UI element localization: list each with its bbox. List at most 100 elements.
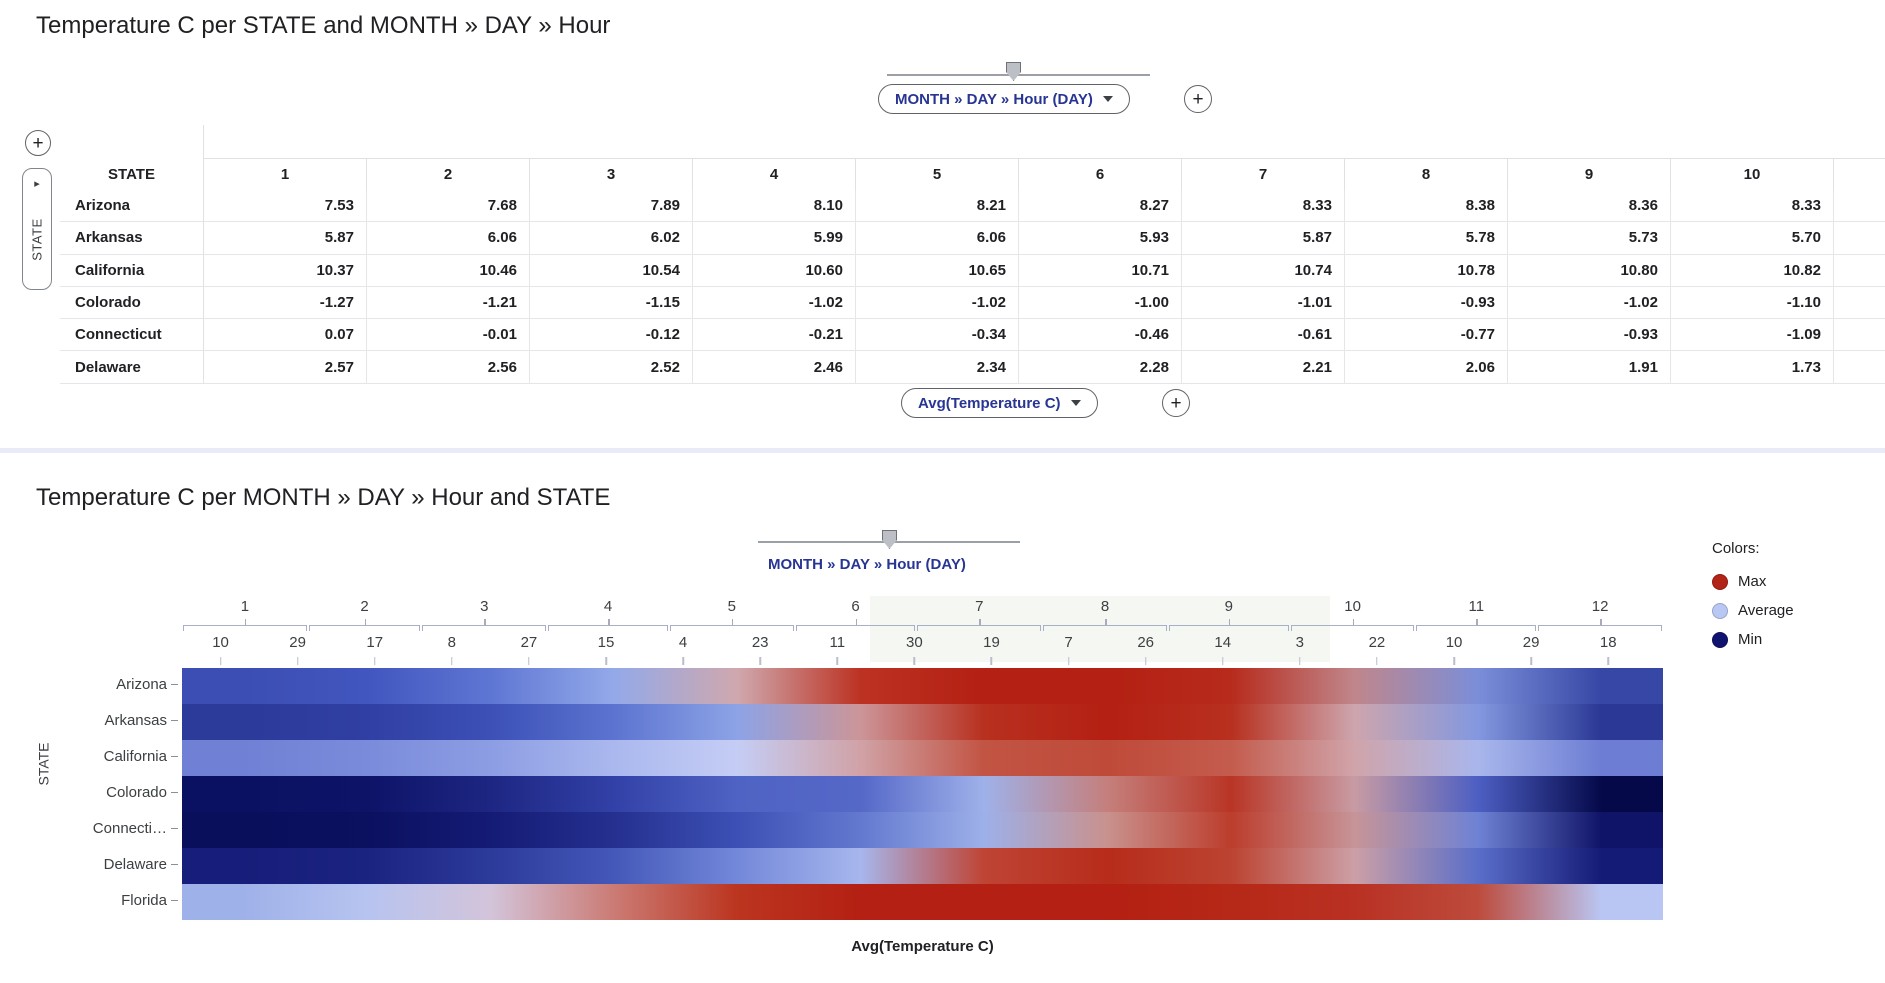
table-cell[interactable]: 10.82 xyxy=(1670,254,1833,286)
table-cell[interactable]: -1.09 xyxy=(1670,319,1833,351)
table-cell[interactable]: -1.00 xyxy=(1018,286,1181,319)
table-cell[interactable]: 2.52 xyxy=(529,351,692,383)
add-row-field-button[interactable]: + xyxy=(25,130,51,156)
table-header-month[interactable]: 10 xyxy=(1670,158,1833,190)
table-cell[interactable]: 5.70 xyxy=(1670,222,1833,254)
table-header-month[interactable]: 4 xyxy=(692,158,855,190)
table-header-month[interactable]: 6 xyxy=(1018,158,1181,190)
table-cell[interactable]: 5.87 xyxy=(1181,222,1344,254)
legend-item-min[interactable]: Min xyxy=(1712,631,1794,648)
table-cell[interactable]: 7.89 xyxy=(529,190,692,222)
table-cell[interactable]: -1.15 xyxy=(529,286,692,319)
table-cell[interactable]: 6.06 xyxy=(855,222,1018,254)
table-cell[interactable]: -0.93 xyxy=(1507,319,1670,351)
heatmap-row[interactable] xyxy=(182,704,1663,740)
table-cell[interactable]: 10.80 xyxy=(1507,254,1670,286)
table-cell[interactable]: -1.02 xyxy=(692,286,855,319)
table-header-month[interactable]: 1 xyxy=(203,158,366,190)
table-cell[interactable]: 5.93 xyxy=(1018,222,1181,254)
heatmap-drill-slider-handle[interactable] xyxy=(882,530,897,549)
table-cell[interactable]: 5.78 xyxy=(1344,222,1507,254)
table-cell[interactable]: 6.02 xyxy=(529,222,692,254)
table-header-month[interactable]: 3 xyxy=(529,158,692,190)
table-cell[interactable]: 5.87 xyxy=(203,222,366,254)
table-cell[interactable]: 2.21 xyxy=(1181,351,1344,383)
table-cell[interactable]: -1.10 xyxy=(1670,286,1833,319)
table-cell[interactable]: 8.33 xyxy=(1670,190,1833,222)
table-cell[interactable]: -0.01 xyxy=(366,319,529,351)
table-cell[interactable]: 10.60 xyxy=(692,254,855,286)
table-cell[interactable]: 2.57 xyxy=(203,351,366,383)
table-row-label[interactable]: California xyxy=(75,261,145,279)
table-cell[interactable]: -0.93 xyxy=(1344,286,1507,319)
table-cell[interactable]: -0.21 xyxy=(692,319,855,351)
table-cell[interactable]: 8.38 xyxy=(1344,190,1507,222)
table-cell[interactable]: 10.78 xyxy=(1344,254,1507,286)
row-field-tab-state[interactable]: ▸ STATE xyxy=(22,168,52,290)
table-cell[interactable]: 6.06 xyxy=(366,222,529,254)
table-cell[interactable]: -0.46 xyxy=(1018,319,1181,351)
legend-item-max[interactable]: Max xyxy=(1712,573,1794,590)
table-header-month[interactable]: 2 xyxy=(366,158,529,190)
table-cell[interactable]: 10.65 xyxy=(855,254,1018,286)
table-cell[interactable]: -0.34 xyxy=(855,319,1018,351)
table-cell[interactable]: 1.91 xyxy=(1507,351,1670,383)
drill-slider-handle[interactable] xyxy=(1006,62,1021,81)
heatmap-row[interactable] xyxy=(182,668,1663,704)
table-row-label[interactable]: Delaware xyxy=(75,358,141,376)
table-cell[interactable]: 8.10 xyxy=(692,190,855,222)
heatmap-row[interactable] xyxy=(182,812,1663,848)
table-row-label[interactable]: Colorado xyxy=(75,294,141,312)
table-cell[interactable]: 7.53 xyxy=(203,190,366,222)
table-cell[interactable]: 10.71 xyxy=(1018,254,1181,286)
table-cell[interactable]: -0.61 xyxy=(1181,319,1344,351)
add-measure-button[interactable]: + xyxy=(1162,389,1190,417)
table-cell[interactable]: -1.27 xyxy=(203,286,366,319)
table-header-month[interactable]: 9 xyxy=(1507,158,1670,190)
table-cell[interactable]: 2.06 xyxy=(1344,351,1507,383)
table-cell[interactable]: -0.77 xyxy=(1344,319,1507,351)
table-header-month[interactable]: 5 xyxy=(855,158,1018,190)
heatmap-row[interactable] xyxy=(182,740,1663,776)
table-header-state[interactable]: STATE xyxy=(108,166,155,183)
measure-pill[interactable]: Avg(Temperature C) xyxy=(901,388,1098,418)
add-column-field-button[interactable]: + xyxy=(1184,85,1212,113)
table-cell[interactable]: 8.21 xyxy=(855,190,1018,222)
table-cell[interactable]: 10.74 xyxy=(1181,254,1344,286)
heatmap-row[interactable] xyxy=(182,884,1663,920)
table-cell[interactable]: 7.68 xyxy=(366,190,529,222)
table-cell[interactable]: -0.12 xyxy=(529,319,692,351)
table-cell[interactable]: 8.33 xyxy=(1181,190,1344,222)
table-cell[interactable]: 1.73 xyxy=(1670,351,1833,383)
table-header-month[interactable]: 7 xyxy=(1181,158,1344,190)
table-cell[interactable]: 10.54 xyxy=(529,254,692,286)
table-cell[interactable]: -1.01 xyxy=(1181,286,1344,319)
heatmap-drill-label[interactable]: MONTH » DAY » Hour (DAY) xyxy=(768,556,966,573)
drill-slider-track[interactable] xyxy=(887,74,1150,76)
column-field-pill[interactable]: MONTH » DAY » Hour (DAY) xyxy=(878,84,1130,114)
table-cell[interactable]: 8.36 xyxy=(1507,190,1670,222)
table-cell[interactable]: 2.56 xyxy=(366,351,529,383)
table-cell[interactable]: 10.37 xyxy=(203,254,366,286)
table-row-label[interactable]: Connecticut xyxy=(75,326,162,344)
table-cell[interactable]: 5.73 xyxy=(1507,222,1670,254)
table-cell[interactable]: 0.07 xyxy=(203,319,366,351)
heatmap-row[interactable] xyxy=(182,848,1663,884)
table-cell[interactable]: 2.28 xyxy=(1018,351,1181,383)
table-cell[interactable]: -1.02 xyxy=(1507,286,1670,319)
table-cell[interactable]: 5.99 xyxy=(692,222,855,254)
legend-item-average[interactable]: Average xyxy=(1712,602,1794,619)
month-tick-label: 7 xyxy=(975,598,984,615)
table-row-label[interactable]: Arizona xyxy=(75,197,131,215)
month-bracket xyxy=(1416,625,1537,631)
table-row-label[interactable]: Arkansas xyxy=(75,229,143,247)
table-cell[interactable]: 2.46 xyxy=(692,351,855,383)
table-cell[interactable]: 2.34 xyxy=(855,351,1018,383)
table-cell[interactable]: -1.21 xyxy=(366,286,529,319)
table-cell[interactable]: 10.46 xyxy=(366,254,529,286)
month-tick-group: 12 xyxy=(1537,598,1663,634)
table-cell[interactable]: 8.27 xyxy=(1018,190,1181,222)
table-header-month[interactable]: 8 xyxy=(1344,158,1507,190)
heatmap-row[interactable] xyxy=(182,776,1663,812)
table-cell[interactable]: -1.02 xyxy=(855,286,1018,319)
